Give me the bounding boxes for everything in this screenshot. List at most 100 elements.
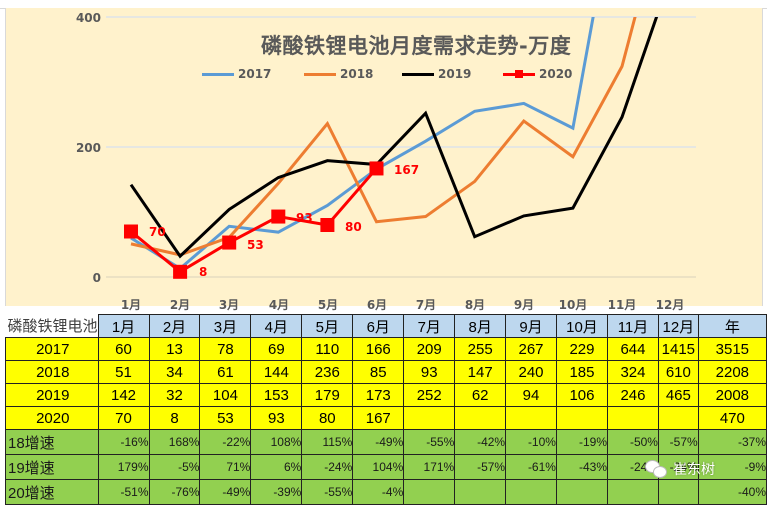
table-cell[interactable] (606, 406, 659, 430)
table-cell[interactable]: 2008 (697, 383, 767, 407)
row-label[interactable]: 2017 (5, 337, 99, 361)
table-cell[interactable] (555, 479, 608, 505)
table-cell[interactable]: -9% (697, 454, 767, 480)
table-cell[interactable]: 144 (250, 360, 303, 384)
column-header[interactable]: 2月 (148, 314, 201, 338)
table-cell[interactable]: -49% (352, 429, 405, 455)
table-cell[interactable]: 53 (199, 406, 252, 430)
row-label[interactable]: 19增速 (5, 454, 99, 480)
table-cell[interactable]: 104% (352, 454, 405, 480)
column-header[interactable]: 5月 (301, 314, 354, 338)
column-header[interactable]: 10月 (555, 314, 608, 338)
row-label[interactable]: 2020 (5, 406, 99, 430)
table-cell[interactable]: 104 (199, 383, 252, 407)
table-cell[interactable] (505, 406, 557, 430)
table-cell[interactable]: 166 (352, 337, 405, 361)
table-cell[interactable]: 324 (606, 360, 659, 384)
table-cell[interactable]: 153 (250, 383, 303, 407)
column-header[interactable]: 11月 (606, 314, 659, 338)
table-cell[interactable] (403, 406, 456, 430)
column-header[interactable]: 7月 (403, 314, 456, 338)
table-cell[interactable]: 85 (352, 360, 405, 384)
table-cell[interactable]: 610 (657, 360, 699, 384)
table-cell[interactable] (555, 406, 608, 430)
table-cell[interactable]: 252 (403, 383, 456, 407)
table-cell[interactable] (606, 479, 659, 505)
table-cell[interactable]: 267 (505, 337, 557, 361)
table-cell[interactable]: 78 (199, 337, 252, 361)
table-cell[interactable]: -39% (250, 479, 303, 505)
table-cell[interactable]: 168% (148, 429, 201, 455)
table-cell[interactable]: 644 (606, 337, 659, 361)
table-cell[interactable]: 62 (454, 383, 507, 407)
table-cell[interactable]: 106 (555, 383, 608, 407)
table-cell[interactable]: 171% (403, 454, 456, 480)
table-cell[interactable]: -51% (97, 479, 150, 505)
table-cell[interactable] (657, 406, 699, 430)
row-label[interactable]: 2019 (5, 383, 99, 407)
table-cell[interactable]: 470 (697, 406, 767, 430)
table-cell[interactable]: 246 (606, 383, 659, 407)
table-cell[interactable]: 2208 (697, 360, 767, 384)
table-cell[interactable]: 179 (301, 383, 354, 407)
column-header[interactable]: 12月 (657, 314, 699, 338)
corner-label[interactable]: 磷酸铁锂电池 (5, 314, 99, 338)
table-cell[interactable]: 167 (352, 406, 405, 430)
table-cell[interactable] (657, 479, 699, 505)
column-header[interactable]: 8月 (454, 314, 507, 338)
table-cell[interactable]: 3515 (697, 337, 767, 361)
column-header[interactable]: 6月 (352, 314, 405, 338)
table-cell[interactable]: 209 (403, 337, 456, 361)
column-header[interactable]: 年 (697, 314, 767, 338)
table-cell[interactable]: -61% (505, 454, 557, 480)
table-cell[interactable]: -43% (555, 454, 608, 480)
column-header[interactable]: 4月 (250, 314, 303, 338)
table-cell[interactable]: 147 (454, 360, 507, 384)
table-cell[interactable] (454, 479, 507, 505)
table-cell[interactable]: 6% (250, 454, 303, 480)
table-cell[interactable]: 255 (454, 337, 507, 361)
table-cell[interactable] (505, 479, 557, 505)
row-label[interactable]: 20增速 (5, 479, 99, 505)
table-cell[interactable]: -24% (301, 454, 354, 480)
table-cell[interactable]: 71% (199, 454, 252, 480)
table-cell[interactable]: -5% (148, 454, 201, 480)
table-cell[interactable]: -57% (454, 454, 507, 480)
table-cell[interactable]: 1415 (657, 337, 699, 361)
table-cell[interactable]: 173 (352, 383, 405, 407)
table-cell[interactable]: 80 (301, 406, 354, 430)
table-cell[interactable]: 179% (97, 454, 150, 480)
table-cell[interactable] (454, 406, 507, 430)
table-cell[interactable]: 61 (199, 360, 252, 384)
table-cell[interactable]: -22% (199, 429, 252, 455)
table-cell[interactable]: 34 (148, 360, 201, 384)
table-cell[interactable]: 110 (301, 337, 354, 361)
table-cell[interactable]: 465 (657, 383, 699, 407)
table-cell[interactable]: -16% (97, 429, 150, 455)
column-header[interactable]: 9月 (505, 314, 557, 338)
table-cell[interactable]: 13 (148, 337, 201, 361)
table-cell[interactable]: 115% (301, 429, 354, 455)
table-cell[interactable]: 60 (97, 337, 150, 361)
chart-area[interactable]: 磷酸铁锂电池月度需求走势-万度 2017 2018 2019 2020 400 … (5, 8, 763, 312)
table-cell[interactable]: 32 (148, 383, 201, 407)
table-cell[interactable]: -19% (555, 429, 608, 455)
table-cell[interactable]: 69 (250, 337, 303, 361)
table-cell[interactable]: 94 (505, 383, 557, 407)
table-cell[interactable]: 93 (403, 360, 456, 384)
table-cell[interactable]: -57% (657, 429, 699, 455)
table-cell[interactable]: -55% (301, 479, 354, 505)
table-cell[interactable]: 142 (97, 383, 150, 407)
table-cell[interactable]: 70 (97, 406, 150, 430)
table-cell[interactable]: -37% (697, 429, 767, 455)
column-header[interactable]: 3月 (199, 314, 252, 338)
table-cell[interactable]: 229 (555, 337, 608, 361)
table-cell[interactable]: 93 (250, 406, 303, 430)
table-cell[interactable]: -10% (505, 429, 557, 455)
table-cell[interactable]: 51 (97, 360, 150, 384)
table-cell[interactable]: -40% (697, 479, 767, 505)
table-cell[interactable]: 236 (301, 360, 354, 384)
table-cell[interactable]: -42% (454, 429, 507, 455)
table-cell[interactable]: -49% (199, 479, 252, 505)
row-label[interactable]: 18增速 (5, 429, 99, 455)
